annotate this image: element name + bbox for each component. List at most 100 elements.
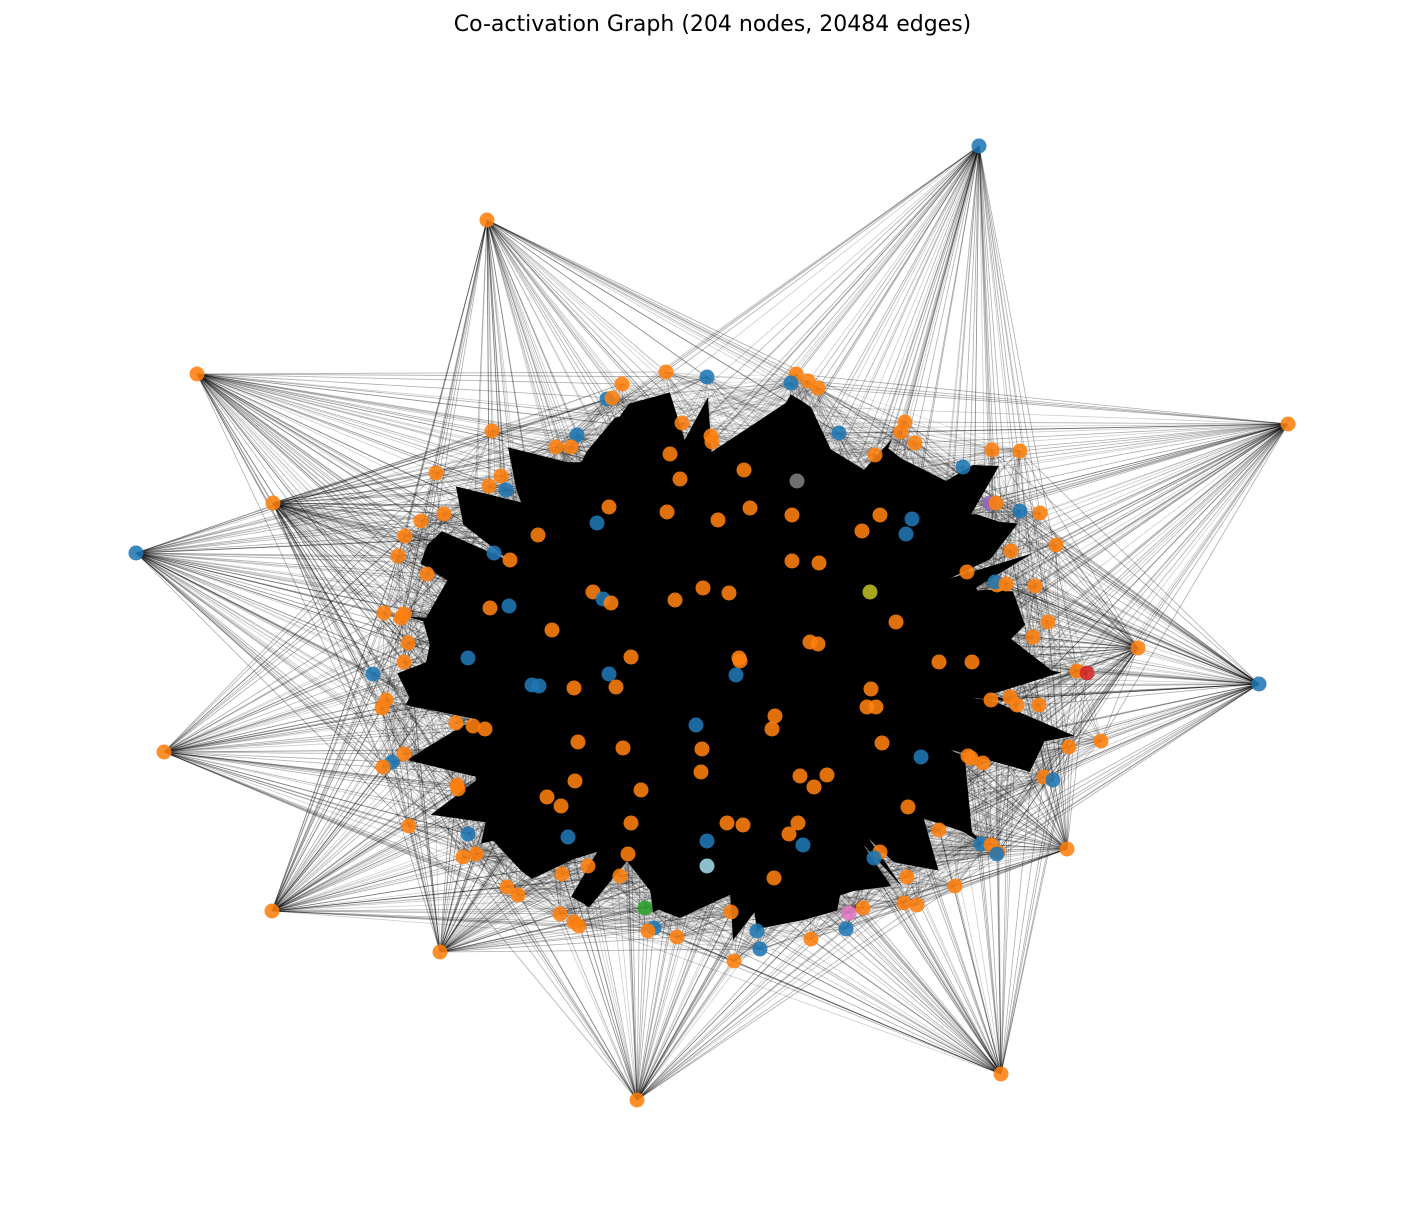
graph-edge [196,373,459,790]
graph-edge [978,145,998,586]
graph-edge [403,219,488,663]
graph-edge [391,535,406,763]
graph-node-orange [539,789,555,805]
graph-node-orange [998,576,1014,592]
graph-edge [272,502,445,515]
graph-edge [996,672,1088,855]
graph-node-orange [615,740,631,756]
graph-edge [272,502,458,786]
graph-node-blue [688,717,704,733]
graph-node-orange [931,654,947,670]
graph-edge [408,825,649,932]
graph-edge [486,219,916,444]
graph-edge [272,472,437,504]
graph-edge [570,145,980,448]
graph-edge [196,371,667,375]
graph-edge [1010,550,1260,685]
graph-edge [372,673,393,763]
graph-node-blue [1012,503,1028,519]
graph-edge [996,450,1021,586]
graph-edge [980,647,1139,845]
graph-edge [873,857,956,887]
graph-edge [756,930,1002,1075]
graph-edge [271,907,646,912]
graph-edge [874,145,980,456]
graph-node-orange [867,447,883,463]
graph-edge [1000,670,1078,1075]
graph-node-orange [396,654,412,670]
nodes-layer [128,138,1296,1108]
graph-edge [665,371,993,451]
graph-edge [196,373,383,709]
graph-edge [862,907,1002,1075]
graph-node-orange [633,782,649,798]
graph-edge [486,219,608,400]
graph-node-orange [544,622,560,638]
graph-edge [1034,585,1088,674]
graph-node-orange [493,468,509,484]
graph-edge [196,373,1021,452]
graph-edge [1043,672,1088,778]
graph-node-blue [898,526,914,542]
graph-edge [954,683,1260,887]
graph-edge [272,502,384,768]
graph-edge [1043,683,1260,778]
graph-node-orange [659,504,675,520]
graph-node-gray [789,473,805,489]
graph-node-orange [612,868,628,884]
graph-edge [1076,423,1289,672]
graph-node-orange [767,708,783,724]
graph-edge [135,552,385,614]
graph-edge [462,856,638,1101]
graph-edge [1032,544,1057,638]
graph-edge [1019,423,1289,452]
graph-edge [486,219,797,375]
graph-edge [163,751,519,896]
graph-edge [996,423,1289,586]
graph-edge [978,145,1012,552]
graph-edge [710,382,792,437]
graph-edge [578,925,649,932]
graph-edge [1010,550,1139,649]
graph-edge [573,921,735,962]
graph-edge [555,145,980,448]
graph-edge [475,853,638,1101]
graph-edge [611,376,708,399]
graph-edge [914,145,980,444]
graph-edge [647,930,761,950]
graph-edge [391,761,441,953]
graph-node-orange [764,721,780,737]
graph-node-orange [1032,505,1048,521]
graph-node-orange [983,692,999,708]
graph-edge [517,894,758,932]
graph-edge [135,552,410,827]
graph-edge [163,612,385,753]
graph-node-blue [560,829,576,845]
graph-edge [382,612,385,768]
graph-edge [1086,672,1102,742]
graph-edge [665,371,1021,452]
graph-edge [408,472,437,827]
graph-edge [196,373,405,755]
graph-node-orange [603,595,619,611]
graph-edge [439,851,999,953]
graph-edge [980,683,1260,845]
graph-edge [954,670,1078,887]
graph-edge [196,373,572,448]
graph-edge [462,856,649,932]
graph-edge [1043,740,1102,778]
graph-node-blue [531,678,547,694]
graph-edge [163,535,406,753]
graph-edge [163,728,486,753]
graph-edge [903,902,1002,1075]
graph-edge [397,555,405,755]
graph-edge [435,397,613,474]
graph-node-orange [693,764,709,780]
graph-edge [978,145,1007,585]
graph-edge [196,373,387,701]
graph-edge [383,612,405,755]
graph-edge [848,843,982,914]
graph-edge [906,876,956,887]
graph-edge [1055,544,1102,742]
graph-edge [163,613,405,753]
